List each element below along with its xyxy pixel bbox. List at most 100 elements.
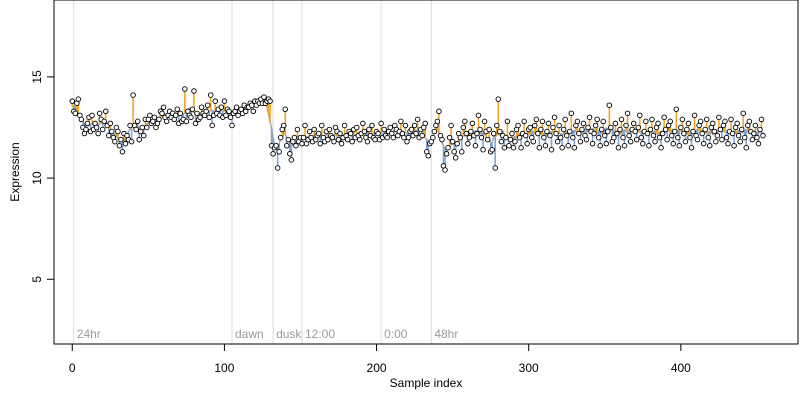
data-point (335, 136, 342, 143)
data-point (430, 134, 436, 141)
data-point (486, 126, 492, 133)
baseline-segment (511, 136, 514, 139)
data-point (115, 128, 121, 135)
data-point (446, 134, 453, 141)
data-point (688, 144, 695, 151)
data-point (273, 142, 279, 149)
data-point (459, 149, 465, 155)
data-point (233, 104, 240, 110)
data-point (177, 110, 184, 117)
data-point (250, 108, 257, 115)
data-point (661, 114, 667, 121)
data-point (411, 122, 418, 129)
data-point (556, 122, 562, 129)
data-point (408, 126, 415, 133)
data-point (722, 118, 728, 125)
data-point (443, 151, 450, 157)
data-point (141, 132, 147, 139)
baseline-segment (269, 121, 273, 128)
data-point (194, 110, 200, 117)
data-point (538, 126, 544, 133)
data-point (139, 124, 145, 131)
x-tick-label: 0 (69, 361, 76, 375)
data-point (699, 130, 705, 137)
data-point (536, 144, 543, 151)
data-point (192, 120, 199, 127)
data-point (737, 138, 743, 145)
data-point (431, 128, 438, 135)
data-point (484, 136, 491, 143)
data-point (109, 128, 115, 135)
x-tick-label: 400 (671, 361, 691, 375)
data-point (364, 138, 371, 145)
data-point (95, 130, 101, 137)
data-point (493, 122, 500, 129)
data-point (597, 142, 603, 149)
data-point (445, 144, 451, 151)
data-point (116, 142, 123, 149)
data-point (580, 120, 587, 127)
data-point (603, 140, 610, 147)
data-point (752, 122, 759, 129)
data-point (617, 126, 623, 133)
data-point (659, 130, 666, 137)
data-point (203, 108, 209, 115)
data-point (452, 155, 459, 161)
data-point (650, 132, 657, 139)
data-point (218, 104, 225, 110)
data-point (551, 114, 558, 121)
marker-lines (73, 0, 432, 344)
data-point (375, 130, 381, 137)
data-point (738, 126, 745, 133)
data-point (319, 122, 325, 129)
data-point (372, 136, 378, 143)
data-point (119, 149, 126, 155)
data-point (755, 140, 762, 147)
data-point (507, 136, 514, 143)
data-point (541, 134, 547, 141)
data-point (249, 102, 255, 108)
baseline-segment (128, 128, 131, 132)
data-point (614, 130, 620, 137)
data-point (530, 138, 537, 145)
data-point (498, 138, 505, 145)
data-point (600, 118, 607, 125)
data-point (315, 130, 322, 137)
data-point (623, 122, 629, 129)
data-point (667, 118, 673, 125)
data-point (151, 114, 158, 121)
data-point (89, 112, 95, 119)
data-point (163, 118, 170, 125)
data-point (457, 134, 463, 141)
data-point (563, 132, 570, 139)
x-tick-label: 200 (367, 361, 387, 375)
data-point (675, 134, 681, 141)
data-point (378, 120, 384, 127)
data-point (198, 104, 205, 110)
data-point (548, 146, 555, 153)
baseline-segment (380, 132, 384, 135)
data-point (338, 140, 345, 147)
baseline-segment (182, 112, 186, 115)
data-point (160, 104, 167, 110)
data-point (99, 126, 106, 133)
data-point (544, 128, 550, 135)
data-point (591, 130, 597, 137)
data-point (735, 132, 742, 139)
data-point (522, 132, 529, 139)
data-point (684, 126, 690, 133)
baseline-segment (146, 122, 149, 125)
data-point (518, 144, 524, 151)
data-point (72, 110, 79, 117)
data-point (454, 140, 460, 147)
data-point (681, 130, 687, 137)
data-point (422, 120, 428, 127)
data-point (127, 122, 133, 129)
plot-frame (53, 0, 799, 345)
data-point (655, 120, 661, 127)
data-point (632, 128, 638, 135)
baseline-segment (184, 112, 187, 115)
data-point (495, 96, 502, 102)
data-point (287, 151, 293, 157)
